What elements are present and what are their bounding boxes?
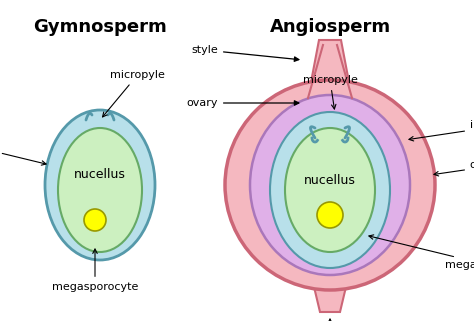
Ellipse shape: [45, 110, 155, 260]
Text: megasporocyte: megasporocyte: [369, 235, 474, 270]
Polygon shape: [310, 270, 350, 312]
Text: nucellus: nucellus: [74, 169, 126, 181]
Text: integuments: integuments: [409, 120, 474, 141]
Ellipse shape: [285, 128, 375, 252]
Text: micropyle: micropyle: [102, 70, 165, 117]
Text: Angiosperm: Angiosperm: [269, 18, 391, 36]
Ellipse shape: [84, 209, 106, 231]
Text: nucellus: nucellus: [304, 173, 356, 187]
Ellipse shape: [58, 128, 142, 252]
Text: ovary: ovary: [186, 98, 299, 108]
Text: integument: integument: [0, 140, 46, 165]
Ellipse shape: [250, 95, 410, 275]
Text: style: style: [191, 45, 299, 61]
Ellipse shape: [225, 80, 435, 290]
Text: Gymnosperm: Gymnosperm: [33, 18, 167, 36]
Ellipse shape: [317, 202, 343, 228]
Polygon shape: [308, 40, 352, 103]
Text: megasporocyte: megasporocyte: [52, 249, 138, 292]
Text: ovary wall: ovary wall: [434, 160, 474, 176]
Ellipse shape: [270, 112, 390, 268]
Text: micropyle: micropyle: [302, 75, 357, 109]
Text: funiculus: funiculus: [305, 319, 356, 321]
